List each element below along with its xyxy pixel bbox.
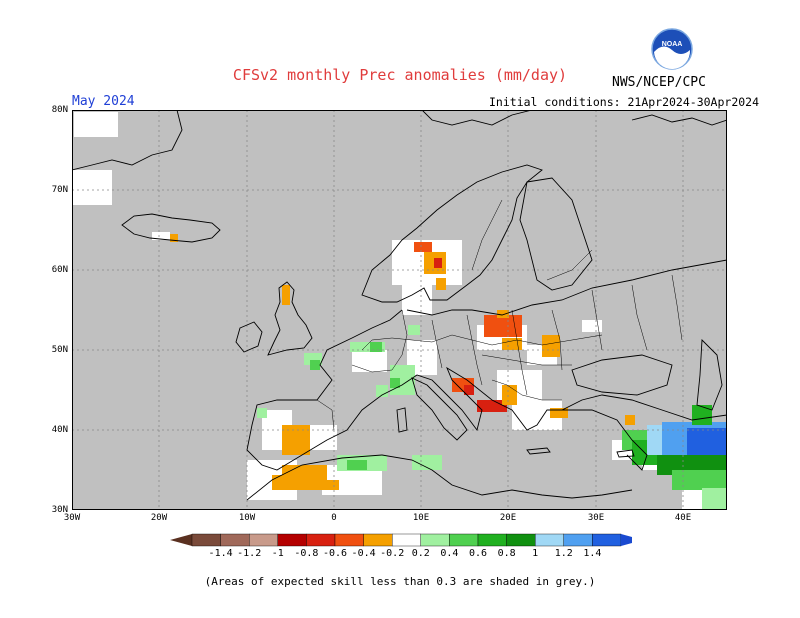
- agency-label: NWS/NCEP/CPC: [612, 75, 706, 90]
- lon-label-0: 0: [331, 513, 337, 523]
- colorbar-tick-label: -0.2: [380, 548, 405, 559]
- forecast-month: May 2024: [72, 94, 135, 109]
- colorbar-tick-label: 1: [532, 548, 539, 559]
- map-title: CFSv2 monthly Prec anomalies (mm/day): [232, 66, 568, 84]
- lat-label-80n: 80N: [51, 105, 68, 115]
- lon-label-30w: 30W: [63, 513, 81, 523]
- colorbar-swatch: [191, 533, 221, 547]
- colorbar-tick-label: -0.8: [294, 548, 319, 559]
- colorbar-swatch: [248, 533, 278, 547]
- colorbar-swatch: [306, 533, 336, 547]
- country-borders: [316, 199, 683, 431]
- colorbar-tick-label: -0.4: [351, 548, 376, 559]
- noaa-logo-text: NOAA: [662, 41, 683, 48]
- lat-label-70n: 70N: [51, 185, 68, 195]
- colorbar-tick-label: 0.6: [468, 548, 488, 559]
- skill-footnote: (Areas of expected skill less than 0.3 a…: [204, 575, 596, 588]
- colorbar-swatch: [391, 533, 421, 547]
- lon-label-40e: 40E: [674, 513, 692, 523]
- coastlines: [72, 110, 727, 501]
- colorbar-swatch: [563, 533, 593, 547]
- colorbar-swatch: [277, 533, 307, 547]
- colorbar-swatch: [449, 533, 479, 547]
- noaa-logo: NOAA: [651, 28, 693, 70]
- dry-anomalies: [170, 234, 635, 490]
- colorbar-swatch: [220, 533, 250, 547]
- map-frame: [72, 110, 727, 510]
- lat-label-50n: 50N: [51, 345, 68, 355]
- colorbar-swatch: [506, 533, 536, 547]
- colorbar-tick-label: 0.2: [411, 548, 430, 559]
- colorbar: [170, 533, 632, 547]
- colorbar-swatch: [535, 533, 565, 547]
- lat-label-30n: 30N: [51, 505, 68, 515]
- lon-label-10e: 10E: [412, 513, 430, 523]
- colorbar-tick-label: 0.8: [497, 548, 516, 559]
- graticule: [72, 110, 727, 510]
- lon-label-10w: 10W: [238, 513, 256, 523]
- colorbar-tick-label: -0.6: [322, 548, 348, 559]
- initial-conditions: Initial conditions: 21Apr2024-30Apr2024: [489, 95, 760, 109]
- lon-label-30e: 30E: [587, 513, 605, 523]
- colorbar-arrow-low: [170, 534, 192, 546]
- colorbar-arrow-high: [621, 534, 632, 546]
- lat-label-60n: 60N: [51, 265, 68, 275]
- colorbar-swatch: [477, 533, 507, 547]
- colorbar-tick-label: -1.4: [208, 548, 233, 559]
- lon-label-20e: 20E: [499, 513, 517, 523]
- colorbar-swatch: [420, 533, 450, 547]
- colorbar-tick-label: -1.2: [237, 548, 262, 559]
- colorbar-tick-label: 1.2: [554, 548, 573, 559]
- colorbar-swatch: [334, 533, 364, 547]
- colorbar-swatch: [363, 533, 393, 547]
- precip-anomaly-map: [72, 110, 727, 510]
- colorbar-tick-label: 1.4: [583, 548, 602, 559]
- colorbar-tick-label: -1: [271, 548, 284, 559]
- colorbar-tick-label: 0.4: [440, 548, 459, 559]
- lon-label-20w: 20W: [150, 513, 168, 523]
- lat-label-40n: 40N: [51, 425, 68, 435]
- colorbar-swatch: [592, 533, 622, 547]
